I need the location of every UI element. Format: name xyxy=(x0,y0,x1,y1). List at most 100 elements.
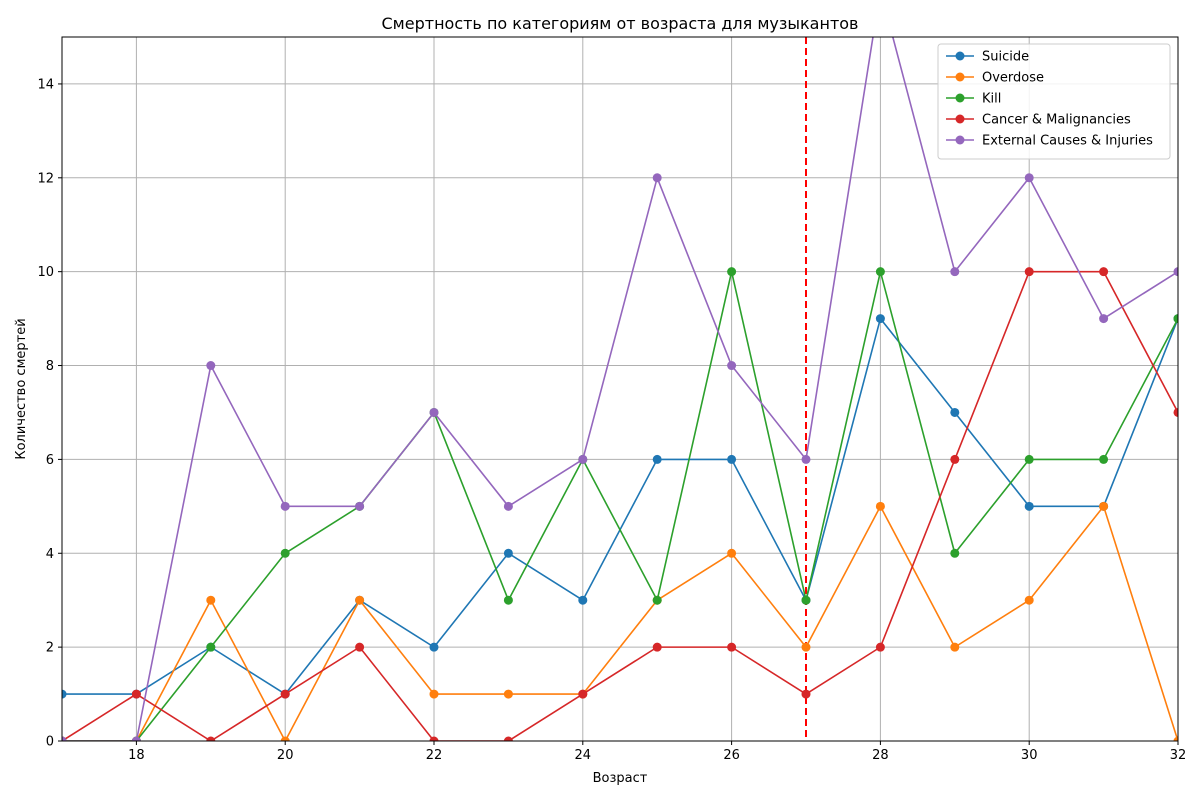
legend-item: External Causes & Injuries xyxy=(946,134,1153,149)
data-point xyxy=(1024,173,1034,183)
data-point xyxy=(280,736,290,741)
data-point xyxy=(429,642,439,652)
data-point xyxy=(727,642,737,652)
data-point xyxy=(652,595,662,605)
data-point xyxy=(727,454,737,464)
data-point xyxy=(355,595,365,605)
x-tick-label: 32 xyxy=(1170,748,1187,763)
data-point xyxy=(206,595,216,605)
data-point xyxy=(950,642,960,652)
data-point xyxy=(950,407,960,417)
x-tick-label: 28 xyxy=(872,748,889,763)
data-point xyxy=(503,595,513,605)
y-tick-label: 8 xyxy=(46,359,54,374)
y-axis-label: Количество смертей xyxy=(14,318,29,459)
x-tick-label: 22 xyxy=(426,748,443,763)
data-point xyxy=(1173,736,1178,741)
legend-item: Cancer & Malignancies xyxy=(946,113,1131,128)
x-tick-label: 26 xyxy=(723,748,740,763)
series-layer xyxy=(62,37,1178,741)
data-point xyxy=(62,689,67,699)
data-point xyxy=(950,454,960,464)
data-point xyxy=(429,736,439,741)
data-point xyxy=(1024,595,1034,605)
y-tick-label: 14 xyxy=(37,77,54,92)
data-point xyxy=(206,642,216,652)
data-point xyxy=(1024,454,1034,464)
series-line xyxy=(62,505,1178,741)
data-point xyxy=(1099,314,1109,324)
data-point xyxy=(355,501,365,511)
data-point xyxy=(131,689,141,699)
data-point xyxy=(503,736,513,741)
legend-box xyxy=(937,43,1171,160)
data-point xyxy=(503,501,513,511)
y-tick-label: 10 xyxy=(37,265,54,280)
legend-label: Overdose xyxy=(982,71,1044,86)
data-point xyxy=(875,267,885,277)
data-point xyxy=(1024,501,1034,511)
series-4 xyxy=(62,37,1178,741)
plot-frame xyxy=(61,36,1179,742)
data-point xyxy=(801,642,811,652)
data-point xyxy=(875,314,885,324)
data-point xyxy=(652,642,662,652)
data-point xyxy=(875,501,885,511)
data-point xyxy=(578,689,588,699)
data-point xyxy=(801,689,811,699)
data-point xyxy=(950,267,960,277)
data-point xyxy=(131,736,141,741)
data-point xyxy=(206,736,216,741)
y-tick-label: 12 xyxy=(37,171,54,186)
chart-title: Смертность по категориям от возраста для… xyxy=(382,14,859,33)
data-point xyxy=(280,548,290,558)
x-axis-label: Возраст xyxy=(593,771,648,786)
series-line xyxy=(62,270,1178,741)
data-point xyxy=(280,501,290,511)
data-point xyxy=(1173,407,1178,417)
data-point xyxy=(727,548,737,558)
x-tick-label: 18 xyxy=(128,748,145,763)
data-point xyxy=(1099,454,1109,464)
data-point xyxy=(950,548,960,558)
series-line xyxy=(62,37,1178,741)
legend-item: Overdose xyxy=(946,71,1044,86)
x-tick-label: 20 xyxy=(277,748,294,763)
x-tick-label: 24 xyxy=(575,748,592,763)
data-point xyxy=(578,595,588,605)
data-point xyxy=(503,548,513,558)
legend-marker xyxy=(955,93,965,103)
y-tick-label: 4 xyxy=(46,547,54,562)
legend-label: Cancer & Malignancies xyxy=(982,113,1131,128)
series-line xyxy=(62,270,1178,741)
y-tick-label: 0 xyxy=(46,735,54,750)
data-point xyxy=(429,689,439,699)
x-tick-label: 30 xyxy=(1021,748,1038,763)
legend-label: Kill xyxy=(982,92,1001,107)
legend-marker xyxy=(955,114,965,124)
data-point xyxy=(727,361,737,371)
legend-label: Suicide xyxy=(982,50,1029,65)
legend-marker xyxy=(955,135,965,145)
data-point xyxy=(1173,314,1178,324)
data-point xyxy=(280,689,290,699)
y-tick-label: 6 xyxy=(46,453,54,468)
data-point xyxy=(1024,267,1034,277)
y-tick-label: 2 xyxy=(46,641,54,656)
legend-item: Suicide xyxy=(946,50,1029,65)
data-point xyxy=(875,642,885,652)
data-point xyxy=(727,267,737,277)
legend-label: External Causes & Injuries xyxy=(982,134,1153,149)
data-point xyxy=(1099,267,1109,277)
data-point xyxy=(652,454,662,464)
data-point xyxy=(801,595,811,605)
data-point xyxy=(206,361,216,371)
data-point xyxy=(801,454,811,464)
legend-marker xyxy=(955,51,965,61)
data-point xyxy=(503,689,513,699)
data-point xyxy=(1099,501,1109,511)
legend: Suicide Overdose Kill Cancer & Malignancies… xyxy=(937,43,1171,160)
data-point xyxy=(652,173,662,183)
